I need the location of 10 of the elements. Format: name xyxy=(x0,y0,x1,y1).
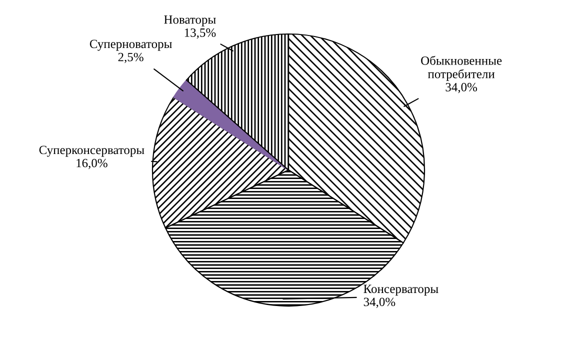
data-label: 34,0% xyxy=(446,82,478,94)
slice-label: Суперноваторы xyxy=(90,40,172,51)
data-label: 34,0% xyxy=(364,298,396,308)
slice-label: Новаторы xyxy=(164,15,216,26)
slice-label: Обыкновенные потребители xyxy=(421,56,502,81)
slice-label: Консерваторы xyxy=(364,284,438,296)
data-label: 16,0% xyxy=(76,158,108,170)
data-label: 13,5% xyxy=(184,28,216,39)
data-label: 2,5% xyxy=(118,52,144,64)
slice-label: Суперконсерваторы xyxy=(39,146,144,157)
